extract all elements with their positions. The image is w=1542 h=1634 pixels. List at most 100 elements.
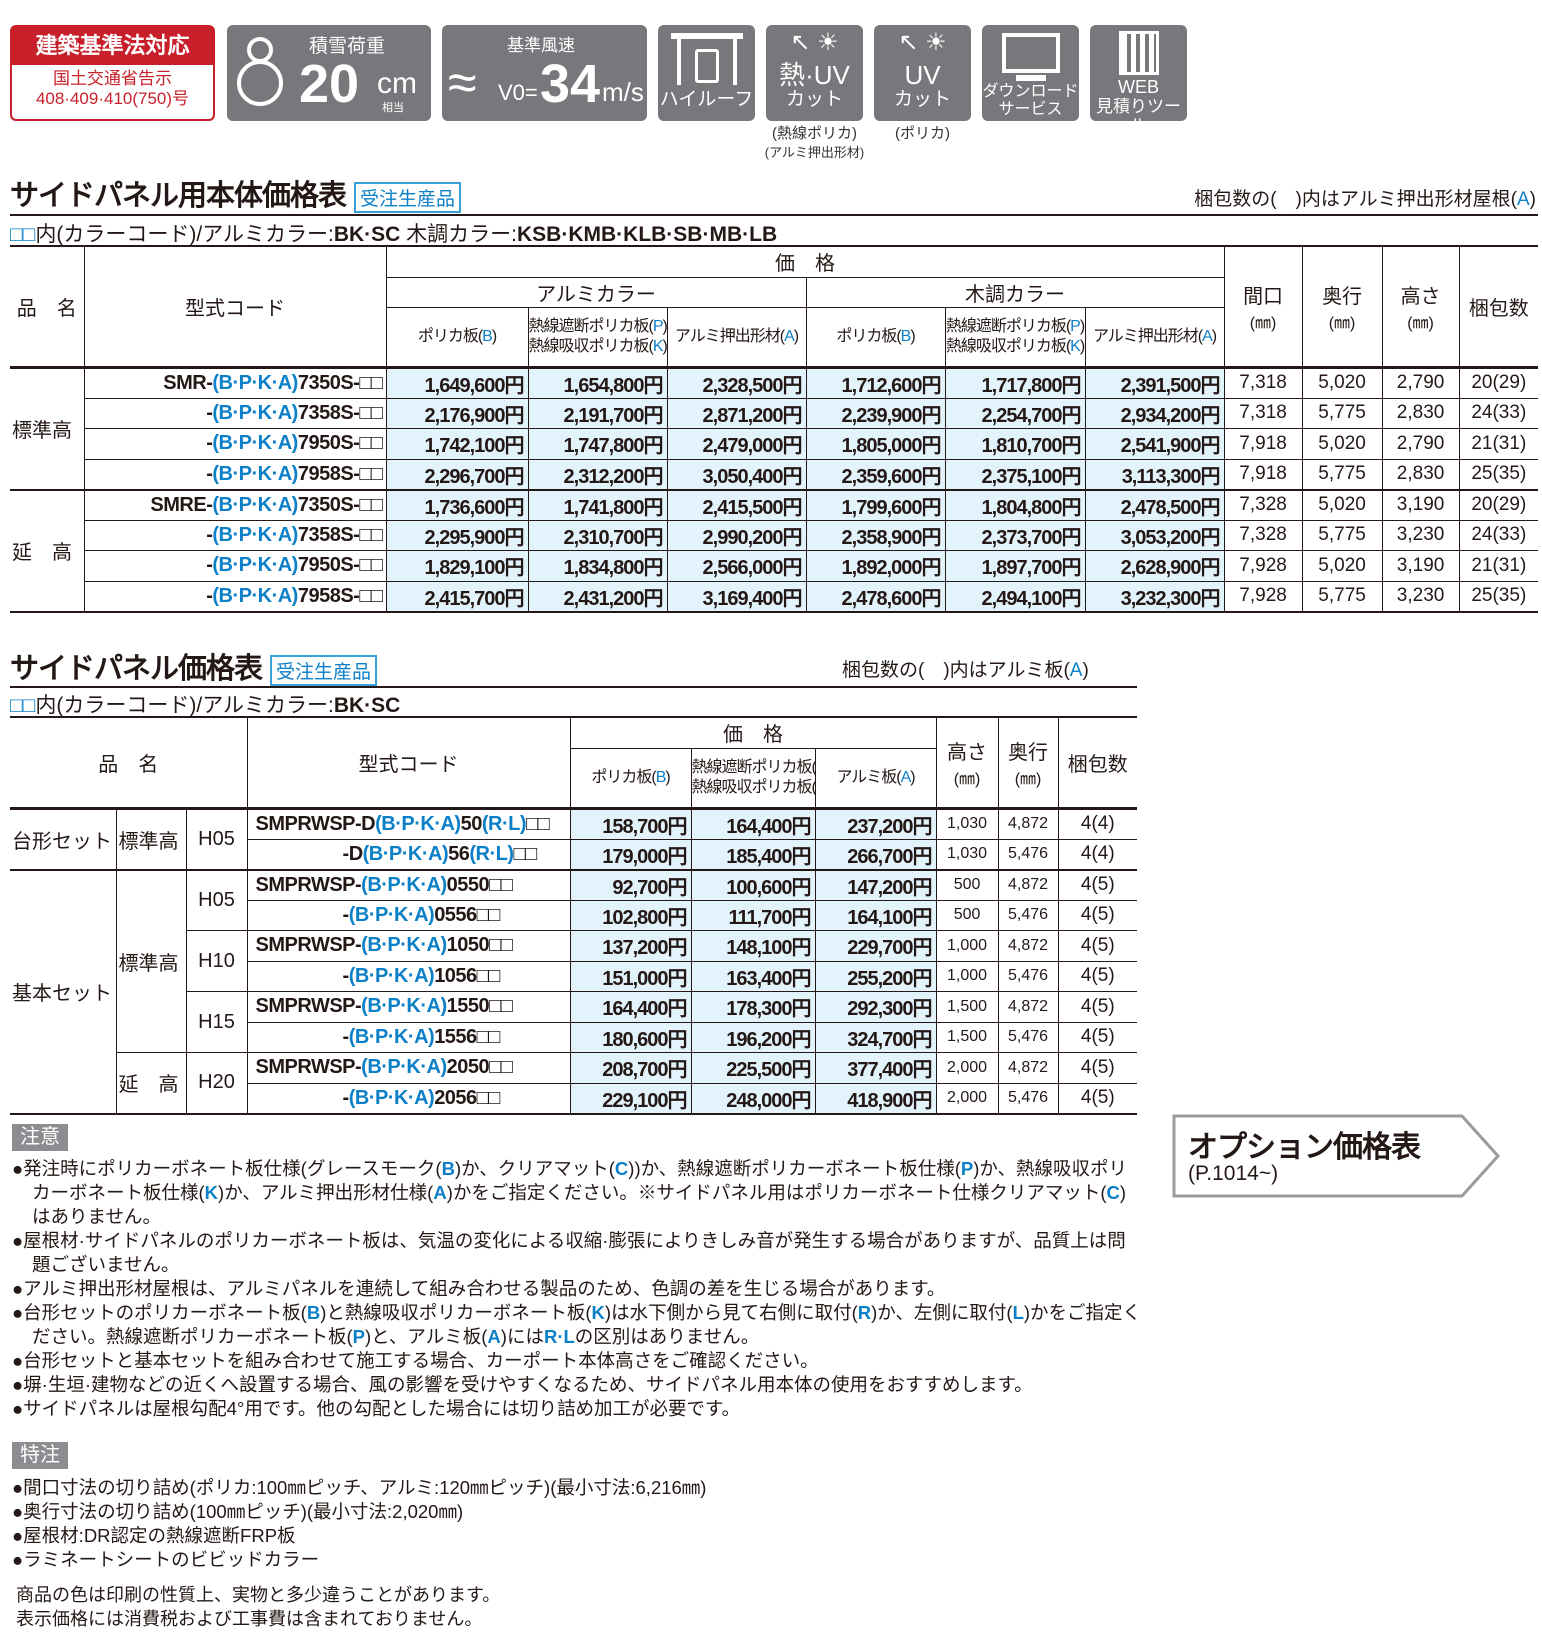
value-d: 5,775 bbox=[1301, 458, 1383, 490]
table-row: -(B·P·K·A)7950S-□□ 1,829,100円 1,834,800円 2,… bbox=[10, 550, 1539, 582]
height-code-label: H20 bbox=[185, 1052, 248, 1114]
header-price: 価 格 bbox=[385, 245, 1225, 278]
header-depth: 奥行 (㎜) bbox=[1301, 245, 1383, 368]
header-code: 型式コード bbox=[246, 716, 571, 809]
special-order-list: ●間口寸法の切り詰め(ポリカ:100㎜ピッチ、アルミ:120㎜ピッチ)(最小寸法… bbox=[12, 1476, 1142, 1572]
model-code: SMPRWSP-(B·P·K·A)1050□□ bbox=[246, 930, 571, 962]
price-cell: 229,100円 bbox=[569, 1082, 692, 1114]
header-heat-pk: 熱線遮断ポリカ板(P)熱線吸収ポリカ板(K) bbox=[944, 306, 1086, 368]
table-row: 台形セット 標準高 H05 SMPRWSP-D(B·P·K·A)50(R·L)□□ 15… bbox=[10, 807, 1138, 870]
price-cell: 2,358,900円 bbox=[805, 519, 946, 551]
special-order-label: 特注 bbox=[12, 1442, 68, 1469]
value-k: 21(31) bbox=[1458, 428, 1539, 460]
price-cell: 1,799,600円 bbox=[805, 488, 946, 521]
web-estimate-badge[interactable]: WEB 見積りツール bbox=[1090, 25, 1187, 121]
special-item: ●ラミネートシートのビビッドカラー bbox=[12, 1549, 320, 1570]
option-price-link[interactable]: オプション価格表 (P.1014~) bbox=[1172, 1114, 1502, 1198]
value-h: 1,030 bbox=[935, 807, 999, 840]
value-d: 5,020 bbox=[1301, 488, 1383, 521]
price-cell: 2,934,200円 bbox=[1084, 397, 1225, 429]
snow-label: 積雪荷重 bbox=[309, 36, 386, 57]
price-cell: 1,834,800円 bbox=[527, 550, 668, 582]
sun-reflect-icon: ↖︎ ☀ bbox=[790, 29, 839, 56]
special-item: ●間口寸法の切り詰め(ポリカ:100㎜ピッチ、アルミ:120㎜ピッチ)(最小寸法… bbox=[12, 1477, 707, 1498]
price-cell: 163,400円 bbox=[690, 960, 816, 992]
model-code: SMPRWSP-(B·P·K·A)2050□□ bbox=[246, 1052, 571, 1084]
model-code: SMRE-(B·P·K·A)7350S-□□ bbox=[83, 488, 387, 521]
value-k: 4(5) bbox=[1057, 930, 1138, 962]
price-cell: 1,741,800円 bbox=[527, 488, 668, 521]
model-code: -(B·P·K·A)7358S-□□ bbox=[83, 397, 387, 429]
header-extrusion-a: アルミ押出形材(A) bbox=[1084, 306, 1225, 368]
price-cell: 2,415,500円 bbox=[666, 488, 807, 521]
height-code-label: H05 bbox=[185, 868, 248, 931]
price-cell: 2,191,700円 bbox=[527, 397, 668, 429]
heat-uv-sub: (熱線ポリカ) (アルミ押出形材) bbox=[764, 125, 865, 160]
price-cell: 237,200円 bbox=[814, 807, 937, 840]
header-extrusion-a: アルミ押出形材(A) bbox=[666, 306, 807, 368]
price-cell: 148,100円 bbox=[690, 930, 816, 962]
table-row: -(B·P·K·A)7958S-□□ 2,296,700円 2,312,200円 3,… bbox=[10, 458, 1539, 490]
price-cell: 1,654,800円 bbox=[527, 366, 668, 399]
price-cell: 2,296,700円 bbox=[385, 458, 529, 490]
header-packs: 梱包数 bbox=[1458, 245, 1539, 368]
cut-label: カット bbox=[893, 89, 951, 110]
value-d: 5,775 bbox=[1301, 580, 1383, 612]
header-depth: 奥行 (㎜) bbox=[997, 716, 1059, 809]
value-h: 2,830 bbox=[1381, 458, 1460, 490]
model-code: -(B·P·K·A)2056□□ bbox=[246, 1082, 571, 1114]
footer-notes: 商品の色は印刷の性質上、実物と多少違うことがあります。 表示価格には消費税および工… bbox=[16, 1583, 1146, 1631]
web-label: WEB bbox=[1117, 77, 1159, 97]
value-h: 3,190 bbox=[1381, 488, 1460, 521]
price-cell: 1,805,000円 bbox=[805, 428, 946, 460]
price-cell: 1,742,100円 bbox=[385, 428, 529, 460]
header-wood-color: 木調カラー bbox=[805, 276, 1225, 308]
value-d: 4,872 bbox=[997, 868, 1059, 901]
badge-line1: 国土交通省告示 bbox=[53, 69, 172, 88]
price-cell: 255,200円 bbox=[814, 960, 937, 992]
value-k: 4(4) bbox=[1057, 838, 1138, 870]
value-k: 24(33) bbox=[1458, 397, 1539, 429]
price-cell: 158,700円 bbox=[569, 807, 692, 840]
price-cell: 2,871,200円 bbox=[666, 397, 807, 429]
side-panel-price-title: サイドパネル価格表 受注生産品 bbox=[10, 645, 378, 687]
table-row: -(B·P·K·A)7950S-□□ 1,742,100円 1,747,800円 2,… bbox=[10, 428, 1539, 460]
table-row: -(B·P·K·A)7358S-□□ 2,295,900円 2,310,700円 2,… bbox=[10, 519, 1539, 551]
table-row: -(B·P·K·A)1056□□ 151,000円 163,400円 255,200円… bbox=[10, 960, 1138, 992]
price-cell: 2,391,500円 bbox=[1084, 366, 1225, 399]
value-h: 2,000 bbox=[935, 1082, 999, 1114]
price-cell: 2,478,600円 bbox=[805, 580, 946, 612]
value-h: 1,000 bbox=[935, 960, 999, 992]
price-cell: 2,328,500円 bbox=[666, 366, 807, 399]
snow-note: 相当 bbox=[382, 102, 404, 114]
value-d: 4,872 bbox=[997, 807, 1059, 840]
main-body-price-table: 品 名型式コード価 格 間口 (㎜) 奥行 (㎜) 高さ (㎜) 梱包数 アルミカラー… bbox=[10, 245, 1539, 613]
price-cell: 2,541,900円 bbox=[1084, 428, 1225, 460]
uv-cut-badge: ↖︎ ☀ UV カット bbox=[874, 25, 971, 121]
price-cell: 266,700円 bbox=[814, 838, 937, 870]
height-type-label: 延 高 bbox=[115, 1052, 187, 1114]
packs-note-2: 梱包数の( )内はアルミ板(A) bbox=[842, 660, 1089, 681]
value-k: 21(31) bbox=[1458, 550, 1539, 582]
color-code-line: □□内(カラーコード)/アルミカラー:BK·SC 木調カラー:KSB·KMB·K… bbox=[10, 223, 778, 246]
height-code-label: H10 bbox=[185, 930, 248, 992]
value-k: 4(5) bbox=[1057, 899, 1138, 931]
packs-note: 梱包数の( )内はアルミ押出形材屋根(A) bbox=[1194, 189, 1536, 210]
price-cell: 3,053,200円 bbox=[1084, 519, 1225, 551]
value-h: 2,790 bbox=[1381, 366, 1460, 399]
download-service-badge[interactable]: ダウンロード サービス bbox=[982, 25, 1079, 121]
option-title: オプション価格表 bbox=[1188, 1131, 1421, 1164]
price-cell: 3,232,300円 bbox=[1084, 580, 1225, 612]
header-poly-b: ポリカ板(B) bbox=[569, 747, 692, 809]
price-cell: 2,239,900円 bbox=[805, 397, 946, 429]
header-packs: 梱包数 bbox=[1057, 716, 1138, 809]
value-k: 20(29) bbox=[1458, 366, 1539, 399]
model-code: -(B·P·K·A)7958S-□□ bbox=[83, 458, 387, 490]
caution-list: ●発注時にポリカーボネート板仕様(グレースモーク(B)か、クリアマット(C))か… bbox=[12, 1157, 1142, 1421]
color-code-line-2: □□内(カラーコード)/アルミカラー:BK·SC bbox=[10, 694, 401, 717]
caution-item: ●台形セットのポリカーボネート板(B)と熱線吸収ポリカーボネート板(K)は水下側… bbox=[12, 1302, 1142, 1347]
price-cell: 164,400円 bbox=[569, 991, 692, 1023]
header-price: 価 格 bbox=[569, 716, 937, 749]
price-cell: 1,892,000円 bbox=[805, 550, 946, 582]
value-d: 5,020 bbox=[1301, 550, 1383, 582]
